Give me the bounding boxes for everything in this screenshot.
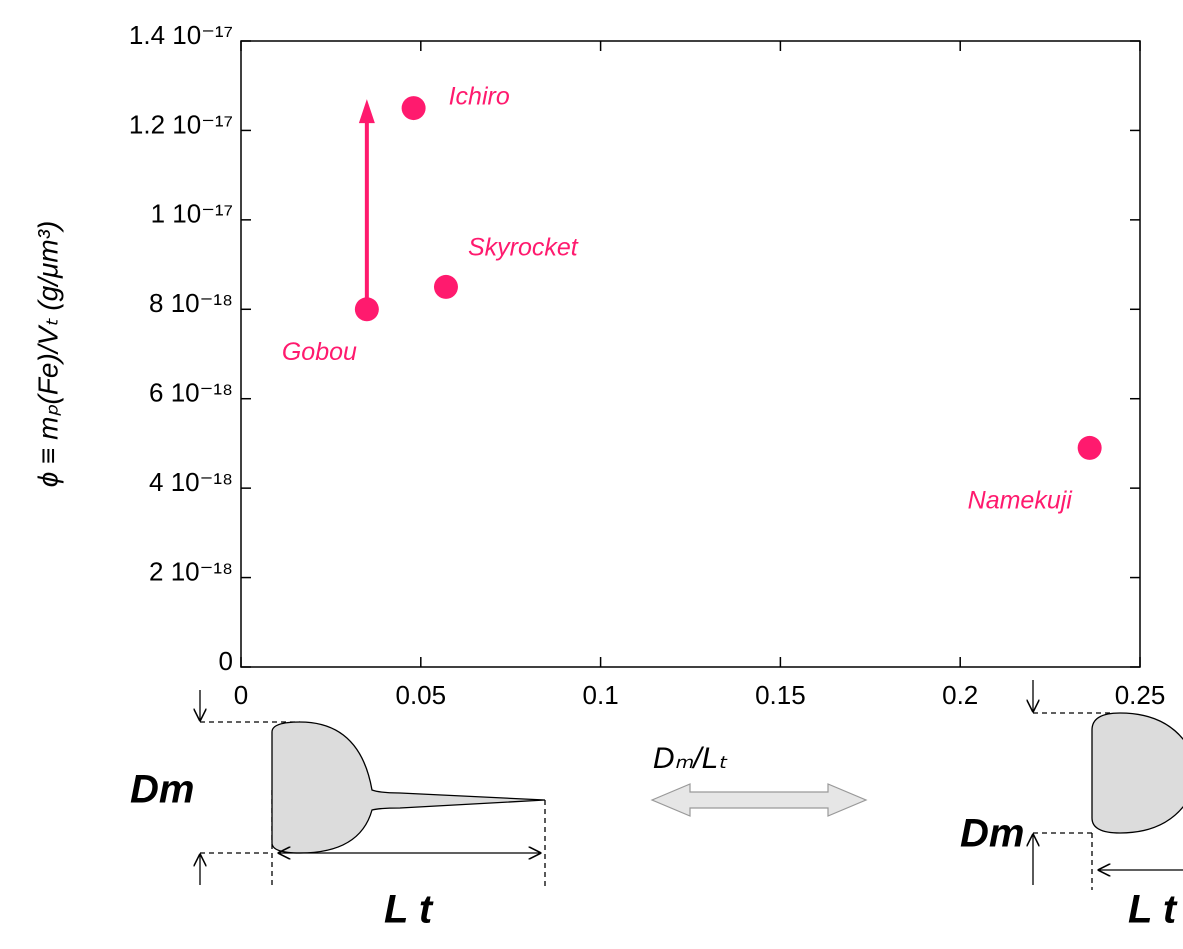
y-tick-label: 0 bbox=[219, 646, 233, 676]
y-tick-label: 1.4 10⁻¹⁷ bbox=[129, 20, 233, 50]
y-tick-label: 8 10⁻¹⁸ bbox=[149, 288, 233, 318]
point bbox=[1077, 435, 1102, 460]
diagram-d-label: Dm bbox=[130, 768, 194, 812]
x-axis-label: Dₘ/Lₜ bbox=[653, 742, 728, 775]
annotation-arrow-head bbox=[358, 99, 375, 124]
y-tick-label: 2 10⁻¹⁸ bbox=[149, 556, 233, 586]
x-tick-label: 0.25 bbox=[1115, 680, 1166, 710]
y-tick-label: 1.2 10⁻¹⁷ bbox=[129, 109, 233, 139]
point-label: Namekuji bbox=[968, 487, 1074, 515]
comparison-arrow bbox=[650, 783, 868, 817]
point-label: Gobou bbox=[282, 338, 357, 366]
diagram-d-label: Dm bbox=[960, 812, 1024, 856]
y-tick-label: 1 10⁻¹⁷ bbox=[151, 199, 233, 229]
x-tick-label: 0.15 bbox=[755, 680, 806, 710]
point bbox=[354, 297, 379, 322]
point bbox=[433, 274, 458, 299]
diagram-right bbox=[1033, 680, 1183, 890]
y-axis-label: ϕ ≡ mₚ(Fe)/Vₜ (g/μm³) bbox=[32, 221, 63, 488]
x-tick-label: 0 bbox=[234, 680, 248, 710]
diagram-l-label: L t bbox=[1128, 888, 1178, 932]
point-label: Skyrocket bbox=[468, 234, 579, 262]
diagram-l-label: L t bbox=[384, 888, 434, 932]
point bbox=[401, 96, 426, 121]
y-tick-label: 6 10⁻¹⁸ bbox=[149, 378, 233, 408]
plot-frame bbox=[240, 40, 1141, 668]
x-tick-label: 0.2 bbox=[942, 680, 978, 710]
point-label: Ichiro bbox=[449, 83, 510, 111]
y-tick-label: 4 10⁻¹⁸ bbox=[149, 467, 233, 497]
diagram-left bbox=[200, 690, 546, 888]
x-tick-label: 0.1 bbox=[583, 680, 619, 710]
x-tick-label: 0.05 bbox=[395, 680, 446, 710]
